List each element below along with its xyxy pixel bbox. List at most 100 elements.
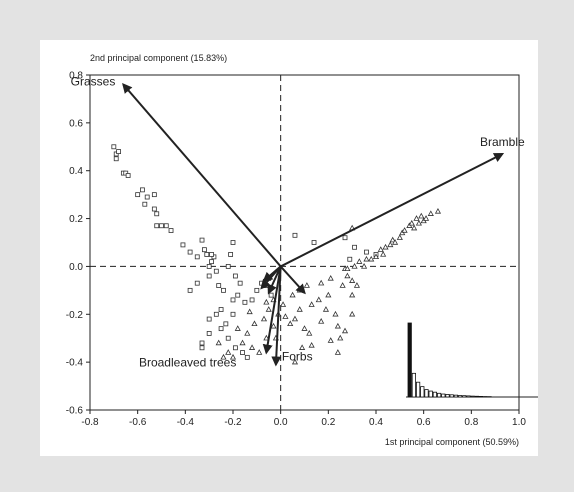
square-point [213,268,219,274]
triangle-point [408,219,415,226]
triangle-point [427,210,434,216]
x-tick-label: 0.6 [417,417,431,428]
inset-bar [474,395,480,398]
triangle-point [391,239,399,245]
triangle-point [380,251,387,257]
triangle-point [411,224,418,231]
triangle-point [318,279,325,286]
triangle-point [244,329,251,336]
square-point [154,211,160,217]
triangle-point [234,325,241,331]
square-point [364,249,369,255]
square-point [342,235,348,241]
triangle-point [353,282,361,288]
triangle-point [239,339,246,346]
triangle-point [401,227,408,233]
inset-bar [470,395,475,398]
triangle-point [299,344,306,350]
loading-label: Forbs [282,350,313,364]
triangle-point [422,215,430,221]
x-tick-label: -0.2 [224,417,242,428]
triangle-point [296,306,303,312]
triangle-point [327,274,334,281]
square-point [228,252,234,257]
x-tick-label: 0.2 [321,417,335,428]
triangle-point [368,255,375,262]
triangle-point [334,322,341,329]
triangle-point [279,301,287,307]
square-point [199,237,205,243]
x-tick-label: -0.8 [81,417,99,428]
triangle-point [389,236,396,243]
triangle-point [396,234,403,240]
square-point [225,264,231,269]
triangle-point [351,262,358,269]
triangle-point [341,327,349,334]
square-point [144,194,150,200]
triangle-point [334,349,341,355]
square-point [225,335,231,341]
triangle-point [315,296,322,303]
inset-bar [407,322,412,398]
triangle-point [377,246,384,252]
square-point [201,247,207,253]
square-point [209,252,214,257]
triangle-point [270,322,277,329]
triangle-point [303,282,310,288]
square-point [249,297,255,303]
triangle-point [260,315,268,322]
triangle-point [337,334,344,341]
triangle-point [387,241,394,248]
reference-lines [90,75,519,410]
square-point [159,223,164,229]
triangle-point [282,313,289,319]
square-point [237,280,243,286]
square-point [347,256,353,262]
triangle-point [248,344,256,350]
y-tick-label: 0.2 [69,214,83,225]
x-tick-label: -0.6 [129,417,147,428]
square-point [151,206,157,212]
triangle-point [349,291,356,298]
triangle-point [289,291,296,298]
square-point [206,331,212,336]
x-axis-ticks: -0.8 -0.6 -0.4 -0.2 0.0 0.2 0.4 0.6 0.8 1.0 [81,410,526,428]
square-point [187,287,193,293]
y-tick-label: 0.0 [69,262,83,273]
pca-biplot: -0.8 -0.6 -0.4 -0.2 0.0 0.2 0.4 0.6 0.8 1.0 -0.6-… [66,53,538,447]
triangle-point [372,253,380,260]
inset-bar [478,396,484,398]
loading-label: Bramble [480,135,525,149]
triangle-point [301,325,308,331]
square-point [218,326,224,332]
square-point [151,192,157,198]
inset-bar [457,395,463,398]
square-point [209,259,214,265]
loading-arrow [279,265,306,295]
square-point [311,240,317,245]
x-tick-label: 0.4 [369,417,383,428]
triangle-point [332,310,339,317]
y-axis-title: 2nd principal component (15.83%) [90,53,227,63]
x-tick-label: 1.0 [512,417,526,428]
loading-arrow [267,266,282,295]
triangle-point [229,353,237,360]
triangle-point [344,272,351,279]
triangle-point [263,298,270,305]
square-point [163,223,169,229]
square-point [206,316,212,322]
square-point [352,244,357,250]
plot-frame [89,74,520,411]
square-point [213,311,219,317]
square-point [232,273,238,279]
square-point [180,242,186,248]
scores [111,144,442,365]
inset-bar [441,393,446,398]
inset-bar [436,392,442,398]
square-point [240,350,245,355]
triangle-point [418,212,425,219]
y-tick-label: 0.4 [69,166,83,177]
triangle-point [308,341,315,348]
triangle-point [308,301,315,307]
loading-arrow [122,83,282,268]
